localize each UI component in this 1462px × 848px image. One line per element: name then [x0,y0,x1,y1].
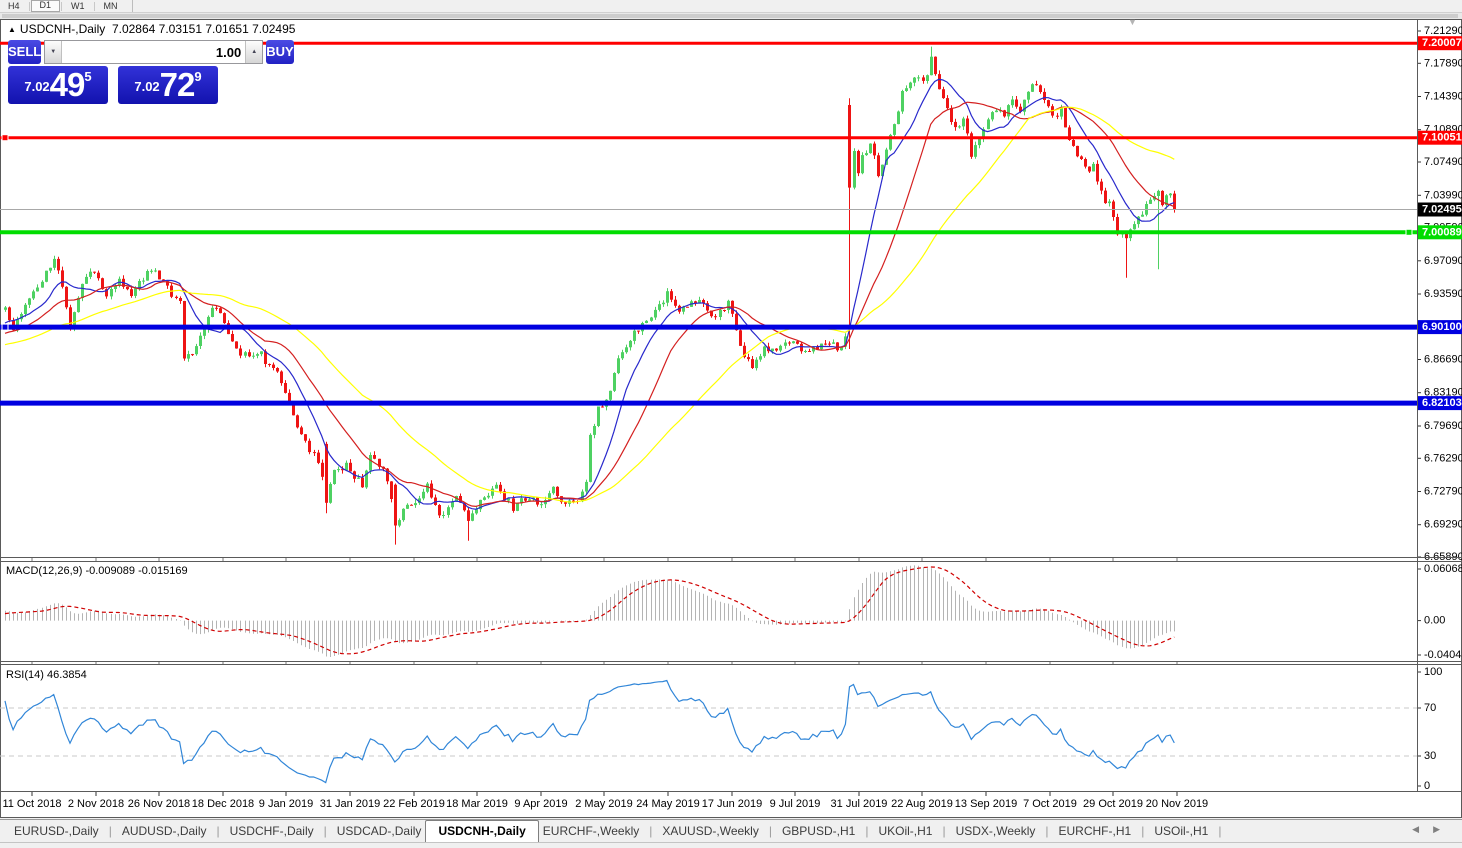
volume-decrease-button[interactable]: ▼ [45,41,63,63]
tab-separator: | [768,824,772,838]
tab-usoil-h1[interactable]: USOil-,H1 [1154,824,1209,838]
macd-pane-top-border [0,561,1462,562]
macd-rsi-separator[interactable] [0,661,1462,662]
one-click-trading-panel: SELL ▼ ▲ BUY 7.02495 7.02729 [8,40,294,105]
tab-separator: | [1141,824,1145,838]
timeframe-button-mn[interactable]: MN [103,0,118,11]
tab-scroll-arrows: ◀▶ [1412,824,1454,835]
tab-separator: | [865,824,869,838]
toolbar-separator [28,1,30,11]
tab-separator: | [649,824,653,838]
tab-separator: | [942,824,946,838]
chart-tab-bar: EURUSD-,Daily | AUDUSD-,Daily | USDCHF-,Dail… [0,819,1462,843]
chart-symbol-label: USDCNH-,Daily [19,22,106,36]
tab-separator: | [1045,824,1049,838]
tab-xauusd-weekly[interactable]: XAUUSD-,Weekly [662,824,759,838]
sell-price-big: 49 [49,66,86,103]
price-axis-border [1417,20,1418,791]
chart-shift-marker-icon[interactable]: ▼ [1128,17,1137,27]
chart-scrollbar-thumb[interactable] [2,14,1458,18]
tab-gbpusd-h1[interactable]: GBPUSD-,H1 [781,824,856,838]
tab-audusd-daily[interactable]: AUDUSD-,Daily [121,824,207,838]
main-macd-separator[interactable] [0,557,1462,558]
status-strip [0,842,1462,848]
sell-price-prefix: 7.02 [24,79,50,94]
sell-button[interactable]: SELL [8,40,42,64]
buy-price-button[interactable]: 7.02729 [118,66,218,104]
tab-usdchf-daily[interactable]: USDCHF-,Daily [229,824,314,838]
toolbar-separator [93,1,95,11]
rsi-pane-top-border [0,664,1462,665]
tab-eurusd-daily[interactable]: EURUSD-,Daily [14,824,99,838]
collapse-triangle-icon[interactable]: ▲ [8,25,16,34]
buy-button[interactable]: BUY [266,40,294,64]
time-axis-border [0,791,1462,792]
sell-price-button[interactable]: 7.02495 [8,66,108,104]
timeframe-button-h4[interactable]: H4 [8,0,20,11]
sell-price-sup: 5 [84,69,92,84]
tab-usdx-weekly[interactable]: USDX-,Weekly [955,824,1036,838]
toolbar-separator [131,0,133,12]
tab-separator: | [216,824,220,838]
tab-separator: | [108,824,112,838]
tab-usdcad-daily[interactable]: USDCAD-,Daily [336,824,422,838]
volume-input[interactable] [62,41,246,63]
tab-ukoil-h1[interactable]: UKOil-,H1 [878,824,933,838]
tab-eurchf-h1[interactable]: EURCHF-,H1 [1058,824,1132,838]
chart-title: ▲ USDCNH-,Daily 7.02864 7.03151 7.01651 7… [8,22,295,36]
tab-separator: | [323,824,327,838]
tab-separator: | [1218,824,1222,838]
toolbar-separator [61,1,63,11]
chart-ohlc-values: 7.02864 7.03151 7.01651 7.02495 [111,22,296,36]
timeframe-button-d1[interactable]: D1 [30,0,61,12]
buy-price-prefix: 7.02 [134,79,160,94]
timeframe-toolbar: H4 D1 W1 MN [0,0,1462,13]
timeframe-button-w1[interactable]: W1 [71,0,85,11]
tab-scroll-right-icon[interactable]: ▶ [1433,824,1454,834]
rsi-label: RSI(14) 46.3854 [6,669,87,681]
tab-usdcnh-daily[interactable]: USDCNH-,Daily [425,820,539,843]
tab-eurchf-weekly[interactable]: EURCHF-,Weekly [542,824,640,838]
volume-group: ▼ ▲ [44,40,264,64]
buy-price-big: 72 [159,66,196,103]
volume-increase-button[interactable]: ▲ [245,41,263,63]
tab-scroll-left-icon[interactable]: ◀ [1412,824,1434,834]
macd-label: MACD(12,26,9) -0.009089 -0.015169 [6,565,188,577]
buy-price-sup: 9 [194,69,202,84]
chart-window [0,19,1462,818]
